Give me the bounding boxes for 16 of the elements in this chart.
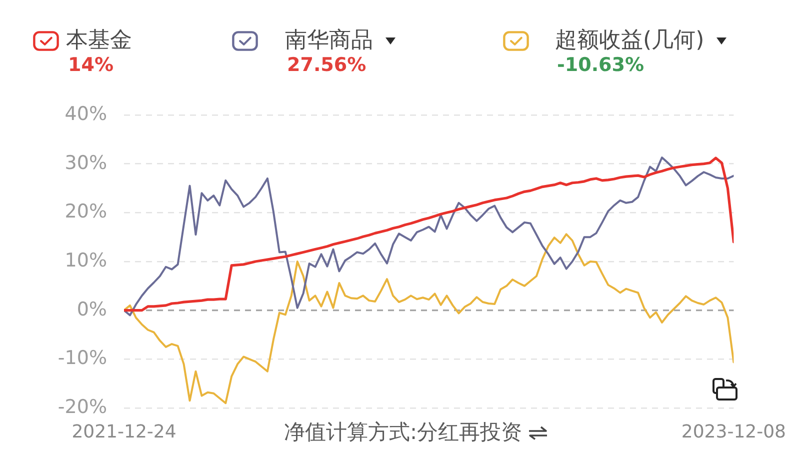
x-tick-label: 2021-12-24 [72,421,176,442]
y-tick-label: 30% [64,152,107,174]
legend-label: 南华商品 [285,28,373,53]
text: 净值计算方式:分红再投资 [284,420,522,444]
y-tick-label: 20% [64,200,107,223]
y-tick-label: -20% [58,396,107,418]
y-tick-label: -10% [58,347,107,370]
text: -10.63% [557,54,644,76]
x-tick-label: 2023-12-08 [681,421,786,442]
y-tick-label: 10% [64,249,107,272]
text: 27.56% [287,54,366,76]
y-tick-label: 40% [64,102,107,125]
legend-label: 本基金 [66,28,132,53]
legend-label: 超额收益(几何) [555,28,704,53]
text: 14% [68,54,114,76]
y-tick-label: 0% [76,298,107,320]
